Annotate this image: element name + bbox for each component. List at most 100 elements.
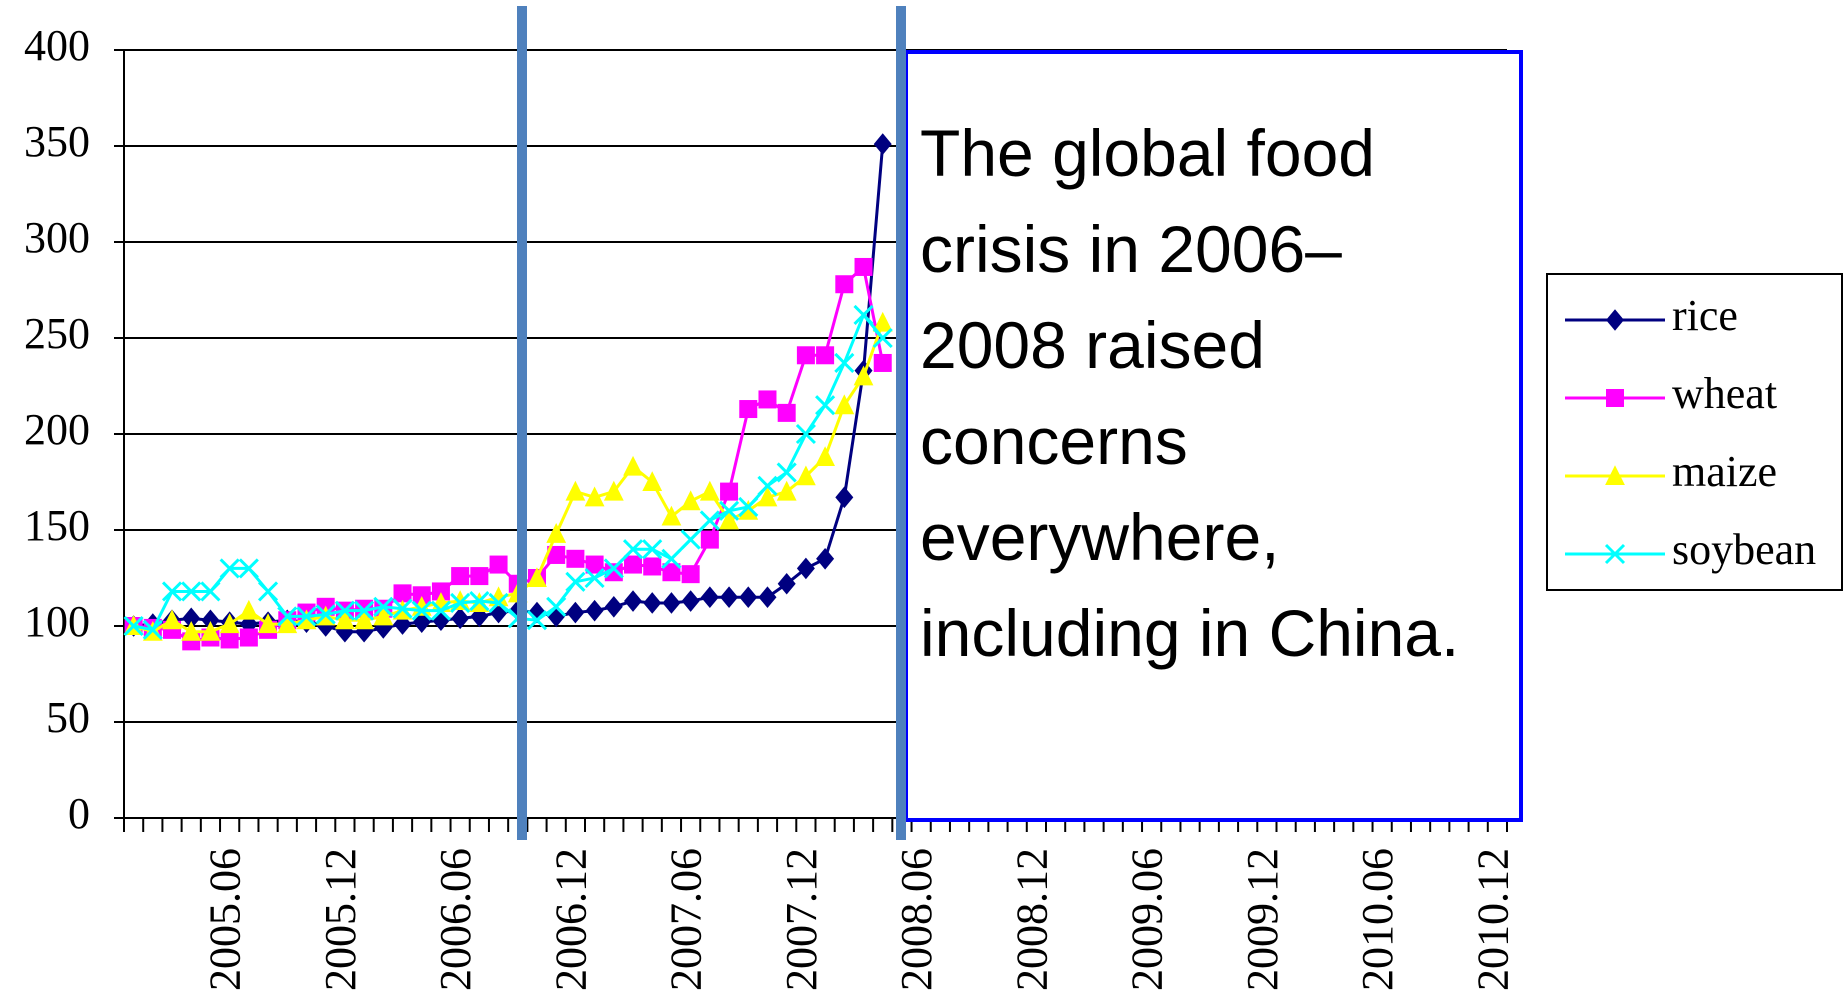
point [334, 600, 355, 621]
point [123, 615, 144, 637]
point [469, 590, 490, 612]
point [546, 523, 567, 543]
point [834, 352, 855, 374]
point [450, 592, 471, 614]
point [355, 620, 374, 643]
point [238, 558, 259, 579]
point-stroke [546, 596, 567, 617]
point-stroke [622, 539, 644, 560]
point [758, 390, 777, 409]
point [584, 567, 605, 589]
annotation: The global food crisis in 2006–2008 rais… [920, 116, 1460, 670]
point [526, 610, 548, 631]
point-stroke [526, 610, 548, 631]
point [662, 592, 681, 614]
point [1605, 465, 1625, 485]
point [411, 600, 432, 621]
point [603, 558, 624, 579]
point [872, 327, 893, 349]
point [451, 567, 470, 586]
point [142, 619, 163, 640]
point [680, 490, 701, 511]
point [373, 596, 394, 617]
point [604, 596, 623, 618]
point [738, 496, 759, 518]
point [661, 505, 682, 526]
legend-label: wheat [1672, 369, 1777, 418]
point [777, 572, 796, 595]
point [566, 549, 585, 568]
point [181, 620, 202, 641]
x-tick-label: 2010.12 [1468, 848, 1517, 991]
point [258, 613, 278, 634]
point [373, 605, 394, 626]
point [277, 606, 298, 627]
point [777, 403, 796, 422]
point-stroke [680, 529, 701, 550]
point [219, 613, 240, 634]
point-stroke [642, 539, 663, 560]
point-stroke [469, 590, 490, 612]
point [258, 581, 279, 602]
point-stroke [219, 558, 240, 579]
point [315, 604, 336, 625]
point [624, 590, 643, 612]
y-tick-label: 50 [46, 693, 90, 742]
legend-label: soybean [1672, 525, 1816, 574]
point [795, 423, 816, 445]
point [776, 480, 797, 501]
point [296, 606, 317, 627]
point-stroke [354, 600, 375, 621]
x-tick-label: 2009.12 [1238, 848, 1287, 991]
point [392, 598, 413, 619]
point [220, 630, 239, 649]
point [1604, 543, 1626, 565]
point-stroke [795, 423, 816, 445]
point [1606, 309, 1624, 331]
point [853, 365, 874, 386]
x-tick-label: 2008.06 [892, 848, 941, 991]
x-tick-label: 2009.06 [1123, 848, 1172, 991]
point [700, 586, 719, 608]
point-stroke [719, 500, 740, 521]
point-stroke [603, 558, 624, 579]
point [316, 615, 335, 637]
point-stroke [430, 600, 451, 621]
point-stroke [738, 496, 759, 518]
point [873, 353, 892, 372]
point [161, 581, 183, 602]
point [681, 565, 700, 584]
point [354, 609, 375, 630]
y-tick-label: 400 [24, 21, 90, 70]
point [412, 586, 431, 605]
point-stroke [853, 304, 874, 326]
point [796, 346, 815, 365]
y-tick-label: 100 [24, 597, 90, 646]
point [680, 529, 701, 550]
point [815, 395, 836, 416]
point [470, 567, 489, 586]
point [603, 480, 624, 501]
x-tick-label: 2010.06 [1353, 848, 1402, 991]
point [643, 592, 662, 614]
series-line [133, 322, 885, 634]
point-stroke [123, 615, 144, 637]
y-tick-label: 200 [24, 405, 90, 454]
point [296, 609, 317, 630]
point [796, 557, 815, 580]
x-tick-label: 2006.12 [546, 848, 595, 991]
point-stroke [238, 558, 259, 579]
y-tick-label: 250 [24, 309, 90, 358]
point [758, 586, 777, 608]
point [181, 581, 202, 602]
point [624, 555, 643, 574]
series-line [133, 312, 884, 632]
point [566, 601, 585, 624]
point-stroke [392, 598, 413, 619]
point [719, 500, 740, 521]
point [200, 620, 221, 641]
point [585, 599, 604, 622]
point [720, 586, 739, 608]
point [757, 486, 778, 507]
